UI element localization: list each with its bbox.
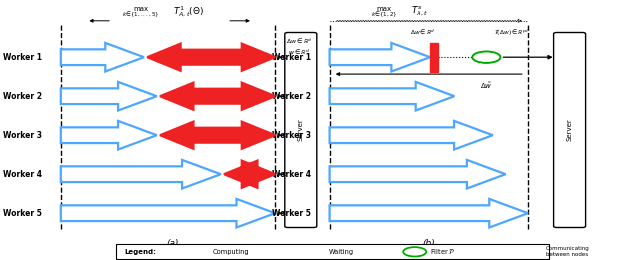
Polygon shape <box>61 82 157 110</box>
FancyBboxPatch shape <box>554 32 586 228</box>
Text: (a): (a) <box>166 239 179 248</box>
Polygon shape <box>330 82 454 110</box>
Text: Legend:: Legend: <box>125 249 157 255</box>
Text: $T^1_{A,t}(\Theta)$: $T^1_{A,t}(\Theta)$ <box>173 4 204 19</box>
Text: $\Delta w \in \mathbb{R}^d$: $\Delta w \in \mathbb{R}^d$ <box>410 28 435 37</box>
Text: max: max <box>376 6 392 12</box>
Text: $T^s_{\lambda,t}$: $T^s_{\lambda,t}$ <box>411 5 428 18</box>
Text: Worker 2: Worker 2 <box>272 92 311 101</box>
Text: Worker 4: Worker 4 <box>272 170 311 179</box>
Bar <box>430 43 438 72</box>
Polygon shape <box>224 161 275 188</box>
Text: (b): (b) <box>422 239 435 248</box>
Text: Worker 5: Worker 5 <box>272 209 311 218</box>
Text: Waiting: Waiting <box>328 249 353 255</box>
Polygon shape <box>61 43 144 72</box>
Text: $k\!\in\!\{1,2\}$: $k\!\in\!\{1,2\}$ <box>371 10 397 19</box>
Text: Filter $\mathcal{P}$: Filter $\mathcal{P}$ <box>430 247 456 256</box>
Text: Worker 4: Worker 4 <box>3 170 42 179</box>
Text: Worker 2: Worker 2 <box>3 92 42 101</box>
Polygon shape <box>160 122 275 149</box>
Text: $w \in \mathbb{R}^d$: $w \in \mathbb{R}^d$ <box>288 47 311 57</box>
Text: $\Delta\tilde{w}$: $\Delta\tilde{w}$ <box>480 81 493 91</box>
Text: Server: Server <box>298 119 304 141</box>
Text: $k\!\in\!\{1,...,5\}$: $k\!\in\!\{1,...,5\}$ <box>122 10 159 19</box>
FancyBboxPatch shape <box>285 32 317 228</box>
Text: max: max <box>133 6 148 12</box>
Text: Communicating
between nodes: Communicating between nodes <box>546 246 589 257</box>
Text: Worker 1: Worker 1 <box>272 53 311 62</box>
Polygon shape <box>61 160 221 188</box>
Text: Worker 3: Worker 3 <box>272 131 311 140</box>
Text: Computing: Computing <box>213 249 250 255</box>
Polygon shape <box>173 246 208 257</box>
Polygon shape <box>291 246 323 257</box>
Polygon shape <box>147 44 275 71</box>
Text: $\mathcal{T}(\Delta w) \in \mathbb{R}^{pd}$: $\mathcal{T}(\Delta w) \in \mathbb{R}^{p… <box>494 27 530 38</box>
Polygon shape <box>61 121 157 150</box>
Text: Worker 1: Worker 1 <box>3 53 42 62</box>
Polygon shape <box>330 199 528 228</box>
Polygon shape <box>330 43 430 72</box>
Polygon shape <box>330 160 506 188</box>
Polygon shape <box>61 199 275 228</box>
Polygon shape <box>330 121 493 150</box>
Text: Server: Server <box>566 119 573 141</box>
Text: $\Delta w \in \mathbb{R}^d$: $\Delta w \in \mathbb{R}^d$ <box>286 37 313 46</box>
Text: Worker 3: Worker 3 <box>3 131 42 140</box>
FancyBboxPatch shape <box>116 244 549 259</box>
Polygon shape <box>160 83 275 110</box>
Text: Worker 5: Worker 5 <box>3 209 42 218</box>
